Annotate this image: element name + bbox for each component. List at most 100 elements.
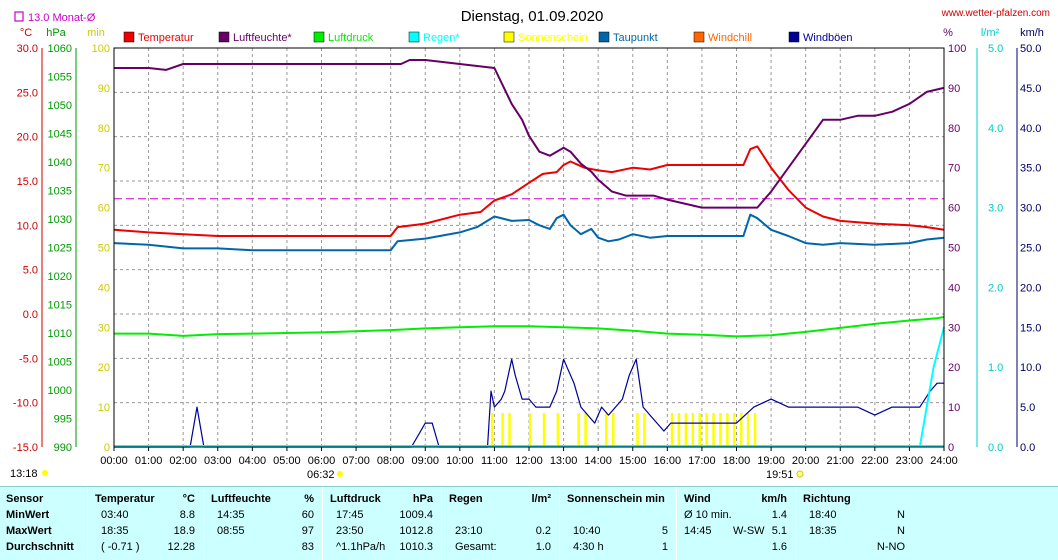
x-tick-label: 06:00 — [308, 455, 336, 467]
sunshine-bar — [739, 413, 743, 447]
pressure-axis-tick-label: 1015 — [48, 300, 72, 312]
summary-column-divider — [87, 487, 88, 560]
summary-row-label: MaxWert — [6, 525, 52, 537]
sunshine-bar — [584, 413, 587, 447]
summary-column-divider — [441, 487, 442, 560]
x-tick-label: 08:00 — [377, 455, 405, 467]
sunshine-bar — [529, 413, 532, 447]
humidity-axis-tick-label: 0 — [948, 442, 954, 454]
x-tick-label: 03:00 — [204, 455, 232, 467]
x-tick-label: 14:00 — [584, 455, 612, 467]
summary-time: 18:40 — [809, 509, 837, 521]
temp-axis-tick-label: 15.0 — [17, 176, 38, 188]
humidity-axis-tick-label: 50 — [948, 243, 960, 255]
axis-ticks: 30.0 25.0 20.0 15.0 10.0 5.0 0.0 -5.0 -10.0 -15.0… — [13, 27, 1044, 467]
pressure-axis-tick-label: 1060 — [48, 43, 72, 55]
summary-time: 14:45 — [684, 525, 712, 537]
summary-value: 1009.4 — [399, 509, 433, 521]
x-tick-label: 18:00 — [723, 455, 751, 467]
rain-axis-tick-label: 1.0 — [988, 362, 1003, 374]
summary-header: Luftfeuchte — [211, 493, 271, 505]
summary-direction: W-SW — [733, 525, 765, 537]
sunshine-bar — [733, 413, 736, 447]
rain-axis-unit: l/m² — [981, 27, 1000, 39]
minutes-axis-tick-label: 40 — [98, 282, 110, 294]
x-tick-label: 23:00 — [896, 455, 924, 467]
x-tick-label: 17:00 — [688, 455, 716, 467]
temp-axis-tick-label: -15.0 — [13, 442, 38, 454]
sunshine-bar — [698, 413, 701, 447]
x-tick-label: 13:00 — [550, 455, 578, 467]
source-link[interactable]: www.wetter-pfalzen.com — [941, 8, 1050, 19]
pressure-axis-tick-label: 1005 — [48, 357, 72, 369]
x-tick-label: 21:00 — [826, 455, 854, 467]
x-tick-label: 04:00 — [239, 455, 267, 467]
legend-label: Luftfeuchte* — [233, 32, 292, 44]
sunshine-bar — [556, 413, 560, 447]
legend-label: Windböen — [803, 32, 853, 44]
summary-value: 0.2 — [535, 525, 551, 537]
pressure-axis-unit: hPa — [46, 27, 66, 39]
sunshine-bar — [670, 413, 674, 447]
legend-label: Sonnenschein — [518, 32, 588, 44]
legend-swatch — [123, 31, 135, 43]
summary-time: ( -0.71 ) — [101, 541, 140, 553]
minutes-axis-tick-label: 100 — [92, 43, 110, 55]
rain-axis-tick-label: 2.0 — [988, 282, 1003, 294]
humidity-axis-tick-label: 80 — [948, 123, 960, 135]
wind-axis-tick-label: 0.0 — [1020, 442, 1035, 454]
humidity-axis-tick-label: 40 — [948, 282, 960, 294]
sunshine-bar — [636, 413, 639, 447]
summary-value: 1 — [661, 541, 668, 553]
humidity-axis-tick-label: 60 — [948, 203, 960, 215]
temp-axis-tick-label: 10.0 — [17, 220, 38, 232]
summary-unit: km/h — [761, 493, 787, 505]
summary-value: 8.8 — [179, 509, 195, 521]
humidity-axis-tick-label: 90 — [948, 83, 960, 95]
sunshine-bar — [726, 413, 729, 447]
summary-value: N-NO — [876, 541, 905, 553]
legend-label: Taupunkt — [613, 32, 658, 44]
summary-time: 23:50 — [336, 525, 364, 537]
sunshine-bar — [605, 413, 608, 447]
sunshine-bar — [508, 413, 511, 447]
chart-grid — [114, 48, 944, 447]
plot-frame — [113, 47, 945, 448]
minutes-axis-tick-label: 10 — [98, 402, 110, 414]
humidity-axis-tick-label: 10 — [948, 402, 960, 414]
wind-axis-unit: km/h — [1020, 27, 1044, 39]
temp-axis-tick-label: 5.0 — [23, 265, 38, 277]
series-line-temperatur — [113, 145, 945, 237]
summary-time: Gesamt: — [455, 541, 497, 553]
pressure-axis-tick-label: 1050 — [48, 100, 72, 112]
series-line-taupunkt — [113, 213, 945, 252]
pressure-axis-tick-label: 990 — [54, 442, 72, 454]
minutes-axis-unit: min — [87, 27, 105, 39]
sun-icon — [42, 470, 48, 476]
wind-axis-tick-label: 30.0 — [1020, 203, 1041, 215]
x-tick-label: 15:00 — [619, 455, 647, 467]
x-tick-label: 24:00 — [930, 455, 958, 467]
summary-time: Ø 10 min. — [684, 509, 732, 521]
sunshine-bar — [643, 413, 646, 447]
sunshine-bar — [677, 413, 681, 447]
summary-value: 60 — [301, 509, 314, 521]
summary-time: 14:35 — [217, 509, 245, 521]
summary-unit: % — [304, 493, 314, 505]
sunshine-bar — [719, 413, 722, 447]
summary-value: 83 — [301, 541, 314, 553]
x-tick-label: 00:00 — [100, 455, 128, 467]
sunrise-icon — [337, 471, 343, 477]
summary-value: N — [897, 509, 905, 521]
summary-column-divider — [676, 487, 677, 560]
sun-times: 13:18 06:32 19:51 — [10, 468, 804, 481]
legend-swatch — [408, 31, 420, 43]
summary-value: 1.4 — [771, 509, 787, 521]
summary-value: 18.9 — [173, 525, 195, 537]
minutes-axis-tick-label: 0 — [104, 442, 110, 454]
sunshine-bar — [753, 413, 757, 447]
legend-swatch — [313, 31, 325, 43]
sunshine-bar — [746, 413, 750, 447]
pressure-axis-tick-label: 1055 — [48, 72, 72, 84]
humidity-axis-tick-label: 70 — [948, 163, 960, 175]
